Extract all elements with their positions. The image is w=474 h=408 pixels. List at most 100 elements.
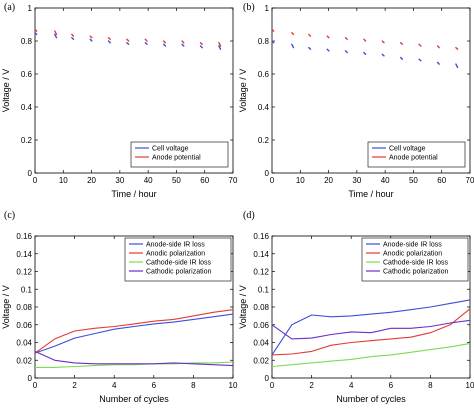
series-cathodic-polarization [271,319,471,340]
x-tick-label: 8 [428,381,433,390]
x-axis-title: Number of cycles [336,394,406,404]
data-segment [162,43,167,47]
x-tick-label: 2 [72,381,77,390]
series-line [35,361,234,368]
series-cathodic-polarization [34,350,234,367]
x-tick-label: 30 [352,176,361,185]
legend: Anode-side IR loss Anodic polarization Cat… [361,237,469,282]
y-axis-title: Voltage / V [1,69,11,113]
panel-label: (d) [243,210,255,221]
legend-entry: Cell voltage [389,146,426,153]
x-tick-label: 10 [466,381,474,390]
data-segment [271,40,275,44]
data-segment [344,37,348,40]
y-tick-label: 0 [265,374,270,383]
x-tick-label: 40 [381,176,390,185]
data-segment [363,38,367,42]
data-segment [144,42,148,45]
x-tick-label: 0 [33,176,38,185]
x-tick-label: 20 [87,176,96,185]
panel-label: (b) [243,2,255,13]
series-cell-voltage [34,32,222,50]
legend: Cell voltage Anode potential [367,141,466,168]
x-axis-title: Time / hour [348,189,393,199]
panel-label: (a) [4,2,15,13]
data-segment [89,35,93,39]
y-axis-title: Voltage / V [238,285,248,329]
y-tick-label: 0.08 [16,303,32,312]
legend-box [367,141,466,168]
y-tick-label: 0.1 [258,285,270,294]
data-segment [34,28,38,32]
series-cell-voltage [271,40,459,69]
data-segment [199,42,203,45]
data-segment [107,37,111,40]
series-anode-side-ir-loss [34,313,234,354]
y-axis-title: Voltage / V [1,285,11,329]
legend-entry: Anodic polarization [146,251,205,258]
series-line [34,313,234,354]
x-tick-label: 50 [172,176,181,185]
y-tick-label: 0.2 [258,136,270,145]
series-line [271,308,471,356]
x-tick-label: 40 [144,176,153,185]
x-tick-label: 10 [59,176,68,185]
data-segment [34,32,38,36]
y-tick-label: 0.6 [21,70,33,79]
data-segment [54,30,58,36]
data-segment [400,56,404,60]
x-axis-title: Number of cycles [99,394,169,404]
data-segment [181,43,185,47]
data-segment [71,33,75,37]
x-tick-label: 8 [191,381,196,390]
y-tick-label: 0.1 [21,285,33,294]
chart-panel-a: (a) 0 10 20 30 40 50 60 70 0 0.2 0.4 0.6 0.8 1 Time / h… [1,2,238,199]
chart-panel-b: (b) 0 10 20 30 40 50 60 70 0 0.2 0.4 0.6 0.8 1 Time / h… [238,2,474,199]
y-tick-label: 0.04 [16,339,32,348]
y-tick-label: 0.16 [16,232,32,241]
legend: Anode-side IR loss Anodic polarization Cat… [124,237,232,282]
y-tick-label: 0.06 [16,321,32,330]
y-tick-label: 0.8 [21,37,33,46]
legend-entry: Anode potential [389,155,438,162]
y-tick-label: 0.16 [253,232,269,241]
x-tick-label: 4 [349,381,354,390]
legend-box [124,237,232,282]
series-line [34,309,234,354]
series-cathode-side-ir-loss [35,361,234,368]
y-tick-label: 0.8 [258,37,270,46]
y-tick-label: 0.14 [253,250,269,259]
legend-entry: Cathode-side IR loss [146,260,211,267]
data-segment [418,58,422,62]
y-tick-label: 0.06 [253,321,269,330]
y-axis-title: Voltage / V [238,69,248,113]
y-tick-label: 0.4 [258,103,270,112]
series-line [34,350,234,367]
series-anodic-polarization [34,309,234,354]
y-tick-label: 0.12 [253,268,269,277]
series-anode-potential [271,28,459,50]
panel-label: (c) [4,210,15,221]
series-cathode-side-ir-loss [271,342,471,368]
x-tick-label: 0 [33,381,38,390]
data-segment [381,40,385,44]
data-segment [418,43,422,47]
data-segment [199,45,203,49]
data-segment [126,42,130,45]
x-tick-label: 60 [437,176,446,185]
x-tick-label: 6 [389,381,394,390]
chart-panel-c: (c) 0 2 4 6 8 10 0 0.02 0.04 0.06 0.08 0.1 0.12 0.14 0.… [1,210,238,404]
legend-entry: Anodic polarization [383,251,442,258]
legend-entry: Cathodic polarization [146,269,211,276]
legend-entry: Anode-side IR loss [383,242,442,249]
data-segment [107,40,111,44]
series-line [271,299,471,356]
y-tick-label: 1 [28,4,33,13]
y-tick-label: 0.02 [253,356,269,365]
x-tick-label: 60 [200,176,209,185]
data-segment [326,35,330,39]
data-segment [455,63,459,69]
data-segment [162,40,167,44]
x-tick-label: 10 [229,381,238,390]
